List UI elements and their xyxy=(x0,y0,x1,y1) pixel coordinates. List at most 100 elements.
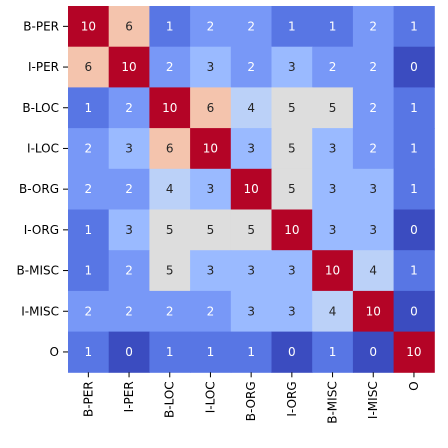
cell-value-label: 1 xyxy=(410,264,418,278)
heatmap-cell xyxy=(149,331,191,373)
cell-value-label: 1 xyxy=(207,345,215,359)
cell-value-label: 0 xyxy=(288,345,296,359)
heatmap-cell xyxy=(149,128,191,170)
cell-value-label: 3 xyxy=(247,264,255,278)
cell-value-label: 3 xyxy=(247,141,255,155)
cell-value-label: 2 xyxy=(369,19,377,33)
heatmap-cell xyxy=(68,331,110,373)
cell-value-label: 2 xyxy=(85,182,93,196)
heatmap-cell xyxy=(68,6,110,48)
cell-value-label: 10 xyxy=(284,223,299,237)
cell-value-label: 1 xyxy=(410,182,418,196)
cell-value-label: 2 xyxy=(369,60,377,74)
cell-value-label: 10 xyxy=(325,264,340,278)
cell-value-label: 4 xyxy=(247,101,255,115)
heatmap-cell xyxy=(312,46,354,88)
y-tick-label: I-MISC xyxy=(21,304,59,318)
heatmap-cell xyxy=(190,168,232,210)
cell-value-label: 3 xyxy=(288,264,296,278)
cell-value-label: 2 xyxy=(166,304,174,318)
heatmap-cell xyxy=(271,87,313,129)
cell-value-label: 1 xyxy=(85,345,93,359)
cell-value-label: 2 xyxy=(329,60,337,74)
cell-value-label: 3 xyxy=(207,264,215,278)
cell-value-label: 4 xyxy=(166,182,174,196)
heatmap-cell xyxy=(393,331,435,373)
cell-value-label: 2 xyxy=(207,304,215,318)
heatmap-cell xyxy=(352,46,395,88)
cell-value-label: 5 xyxy=(329,101,337,115)
heatmap-cell xyxy=(230,46,272,88)
x-axis: B-PER I-PER B-LOC I-LOC B-ORG I-ORG B-MISC I-MI… xyxy=(81,372,421,424)
cell-value-label: 1 xyxy=(288,19,296,33)
heatmap-cell xyxy=(149,290,191,333)
heatmap-cell xyxy=(312,128,354,170)
x-tick-label: B-LOC xyxy=(163,381,177,418)
cell-value-label: 2 xyxy=(247,19,255,33)
heatmap-cell xyxy=(190,87,232,129)
heatmap-cell xyxy=(108,209,150,251)
heatmap-cell xyxy=(393,209,435,251)
cell-value-label: 3 xyxy=(329,141,337,155)
x-tick-label: B-ORG xyxy=(244,381,258,421)
heatmap-cell xyxy=(108,46,150,88)
cell-value-label: 5 xyxy=(288,182,296,196)
heatmap-cell xyxy=(108,331,150,373)
heatmap-cell xyxy=(190,6,232,48)
cell-value-label: 1 xyxy=(410,101,418,115)
cell-value-label: 2 xyxy=(85,141,93,155)
cell-value-label: 4 xyxy=(369,264,377,278)
heatmap-cell xyxy=(393,250,435,292)
cell-value-label: 2 xyxy=(247,60,255,74)
cell-value-label: 1 xyxy=(329,19,337,33)
x-tick-label: B-PER xyxy=(81,381,95,417)
heatmap-cell xyxy=(271,128,313,170)
heatmap-cell xyxy=(352,87,395,129)
heatmap-cell xyxy=(352,168,395,210)
heatmap-cell xyxy=(312,87,354,129)
cell-value-label: 3 xyxy=(247,304,255,318)
heatmap-cell xyxy=(108,250,150,292)
cell-value-label: 5 xyxy=(288,101,296,115)
heatmap-cell xyxy=(230,128,272,170)
cell-value-label: 2 xyxy=(85,304,93,318)
cell-value-label: 6 xyxy=(85,60,93,74)
y-tick-label: O xyxy=(50,345,59,359)
heatmap-cell xyxy=(68,168,110,210)
cell-value-label: 0 xyxy=(410,223,418,237)
cell-value-label: 2 xyxy=(125,304,133,318)
cell-value-label: 10 xyxy=(162,101,177,115)
heatmap-cell xyxy=(312,331,354,373)
heatmap-cell xyxy=(393,6,435,48)
cell-value-label: 2 xyxy=(125,101,133,115)
heatmap-cell xyxy=(149,250,191,292)
cell-value-label: 6 xyxy=(166,141,174,155)
y-tick-label: B-LOC xyxy=(22,101,59,115)
cell-value-label: 1 xyxy=(166,19,174,33)
heatmap-cell xyxy=(149,87,191,129)
heatmap-cell xyxy=(230,250,272,292)
heatmap-cell xyxy=(312,6,354,48)
cell-value-label: 3 xyxy=(125,141,133,155)
heatmap-cell xyxy=(108,87,150,129)
cell-value-label: 2 xyxy=(125,182,133,196)
heatmap-cell xyxy=(271,46,313,88)
heatmap-cell xyxy=(149,209,191,251)
cell-value-label: 3 xyxy=(125,223,133,237)
cell-value-label: 3 xyxy=(288,60,296,74)
cell-value-label: 1 xyxy=(329,345,337,359)
heatmap-cell xyxy=(230,87,272,129)
heatmap-cell xyxy=(271,209,313,251)
cell-value-label: 3 xyxy=(329,223,337,237)
heatmap-cell xyxy=(108,290,150,333)
cell-value-label: 5 xyxy=(247,223,255,237)
heatmap-cell xyxy=(68,128,110,170)
cell-value-label: 1 xyxy=(85,101,93,115)
cell-value-label: 3 xyxy=(288,304,296,318)
cell-value-label: 5 xyxy=(166,264,174,278)
cell-value-label: 0 xyxy=(410,304,418,318)
heatmap-cell xyxy=(230,6,272,48)
x-tick-label: I-ORG xyxy=(285,381,299,416)
heatmap-cell xyxy=(393,168,435,210)
